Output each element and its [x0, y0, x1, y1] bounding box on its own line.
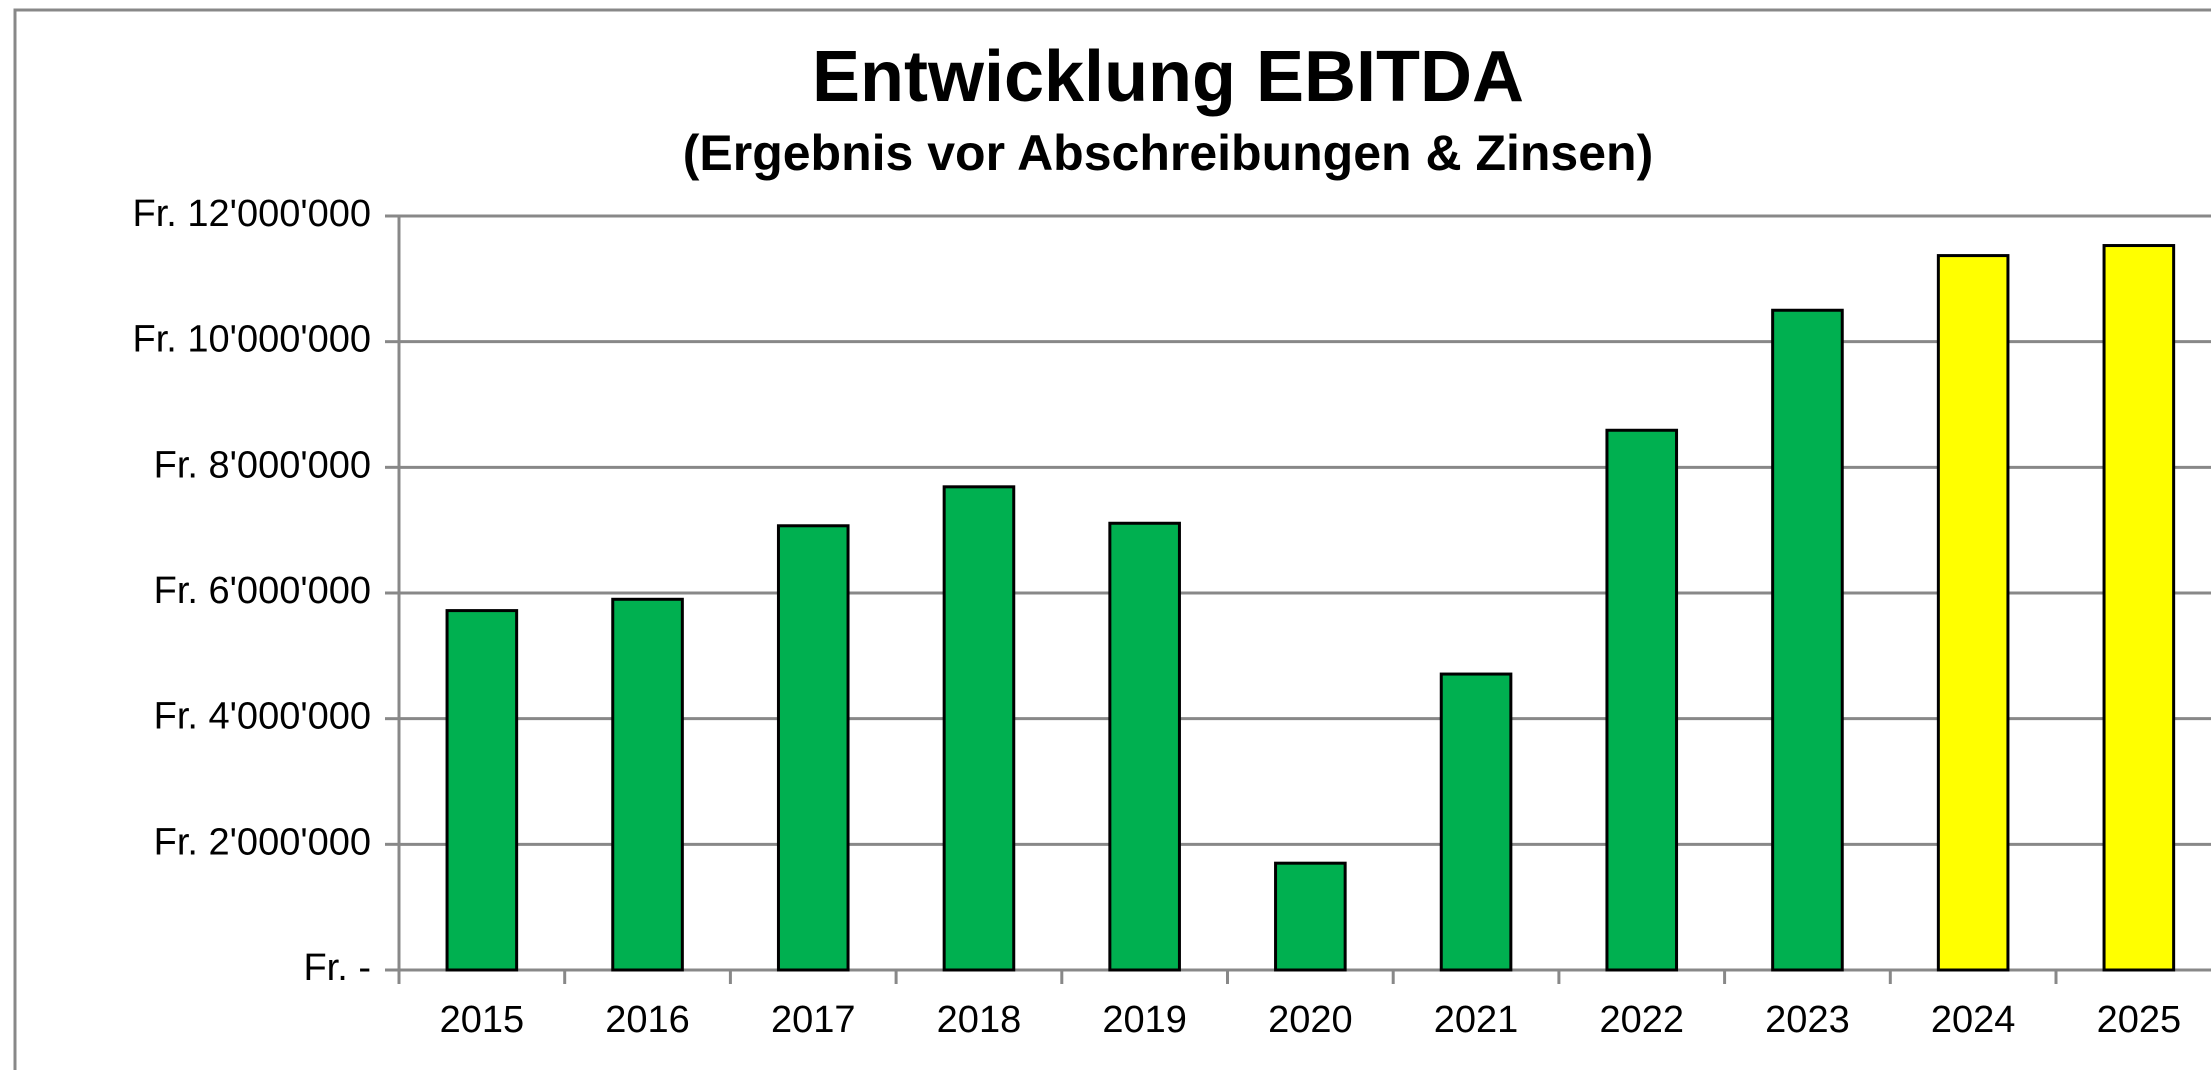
- x-tick-label: 2019: [1102, 999, 1187, 1041]
- bar: [1439, 672, 1513, 972]
- bar: [942, 485, 1016, 972]
- y-tick-label: Fr. 6'000'000: [154, 570, 371, 612]
- bar: [1274, 861, 1347, 972]
- chart-subtitle: (Ergebnis vor Abschreibungen & Zinsen): [683, 125, 1653, 181]
- chart-title: Entwicklung EBITDA: [812, 37, 1524, 117]
- x-tick-label: 2016: [605, 999, 690, 1041]
- bar: [1605, 428, 1679, 972]
- y-tick-label: Fr. 2'000'000: [154, 821, 371, 863]
- bar: [445, 609, 519, 972]
- y-tick-label: Fr. 12'000'000: [133, 193, 371, 235]
- bar: [2102, 244, 2176, 972]
- x-tick-label: 2017: [771, 999, 856, 1041]
- x-tick-label: 2018: [937, 999, 1022, 1041]
- bar: [776, 524, 850, 972]
- x-tick-label: 2015: [440, 999, 525, 1041]
- x-tick-label: 2021: [1434, 999, 1519, 1041]
- x-tick-label: 2020: [1268, 999, 1353, 1041]
- y-tick-label: Fr. 8'000'000: [154, 444, 371, 486]
- x-tick-label: 2024: [1931, 999, 2016, 1041]
- chart-border: [13, 8, 2211, 1070]
- y-tick-label: Fr. -: [303, 947, 371, 989]
- x-tick-label: 2023: [1765, 999, 1850, 1041]
- x-tick-label: 2025: [2097, 999, 2182, 1041]
- y-tick-label: Fr. 10'000'000: [133, 319, 371, 361]
- x-tick-label: 2022: [1599, 999, 1684, 1041]
- bar: [1936, 254, 2010, 972]
- bar: [611, 597, 684, 972]
- y-tick-label: Fr. 4'000'000: [154, 696, 371, 738]
- bar: [1771, 308, 1844, 972]
- bar: [1108, 521, 1181, 972]
